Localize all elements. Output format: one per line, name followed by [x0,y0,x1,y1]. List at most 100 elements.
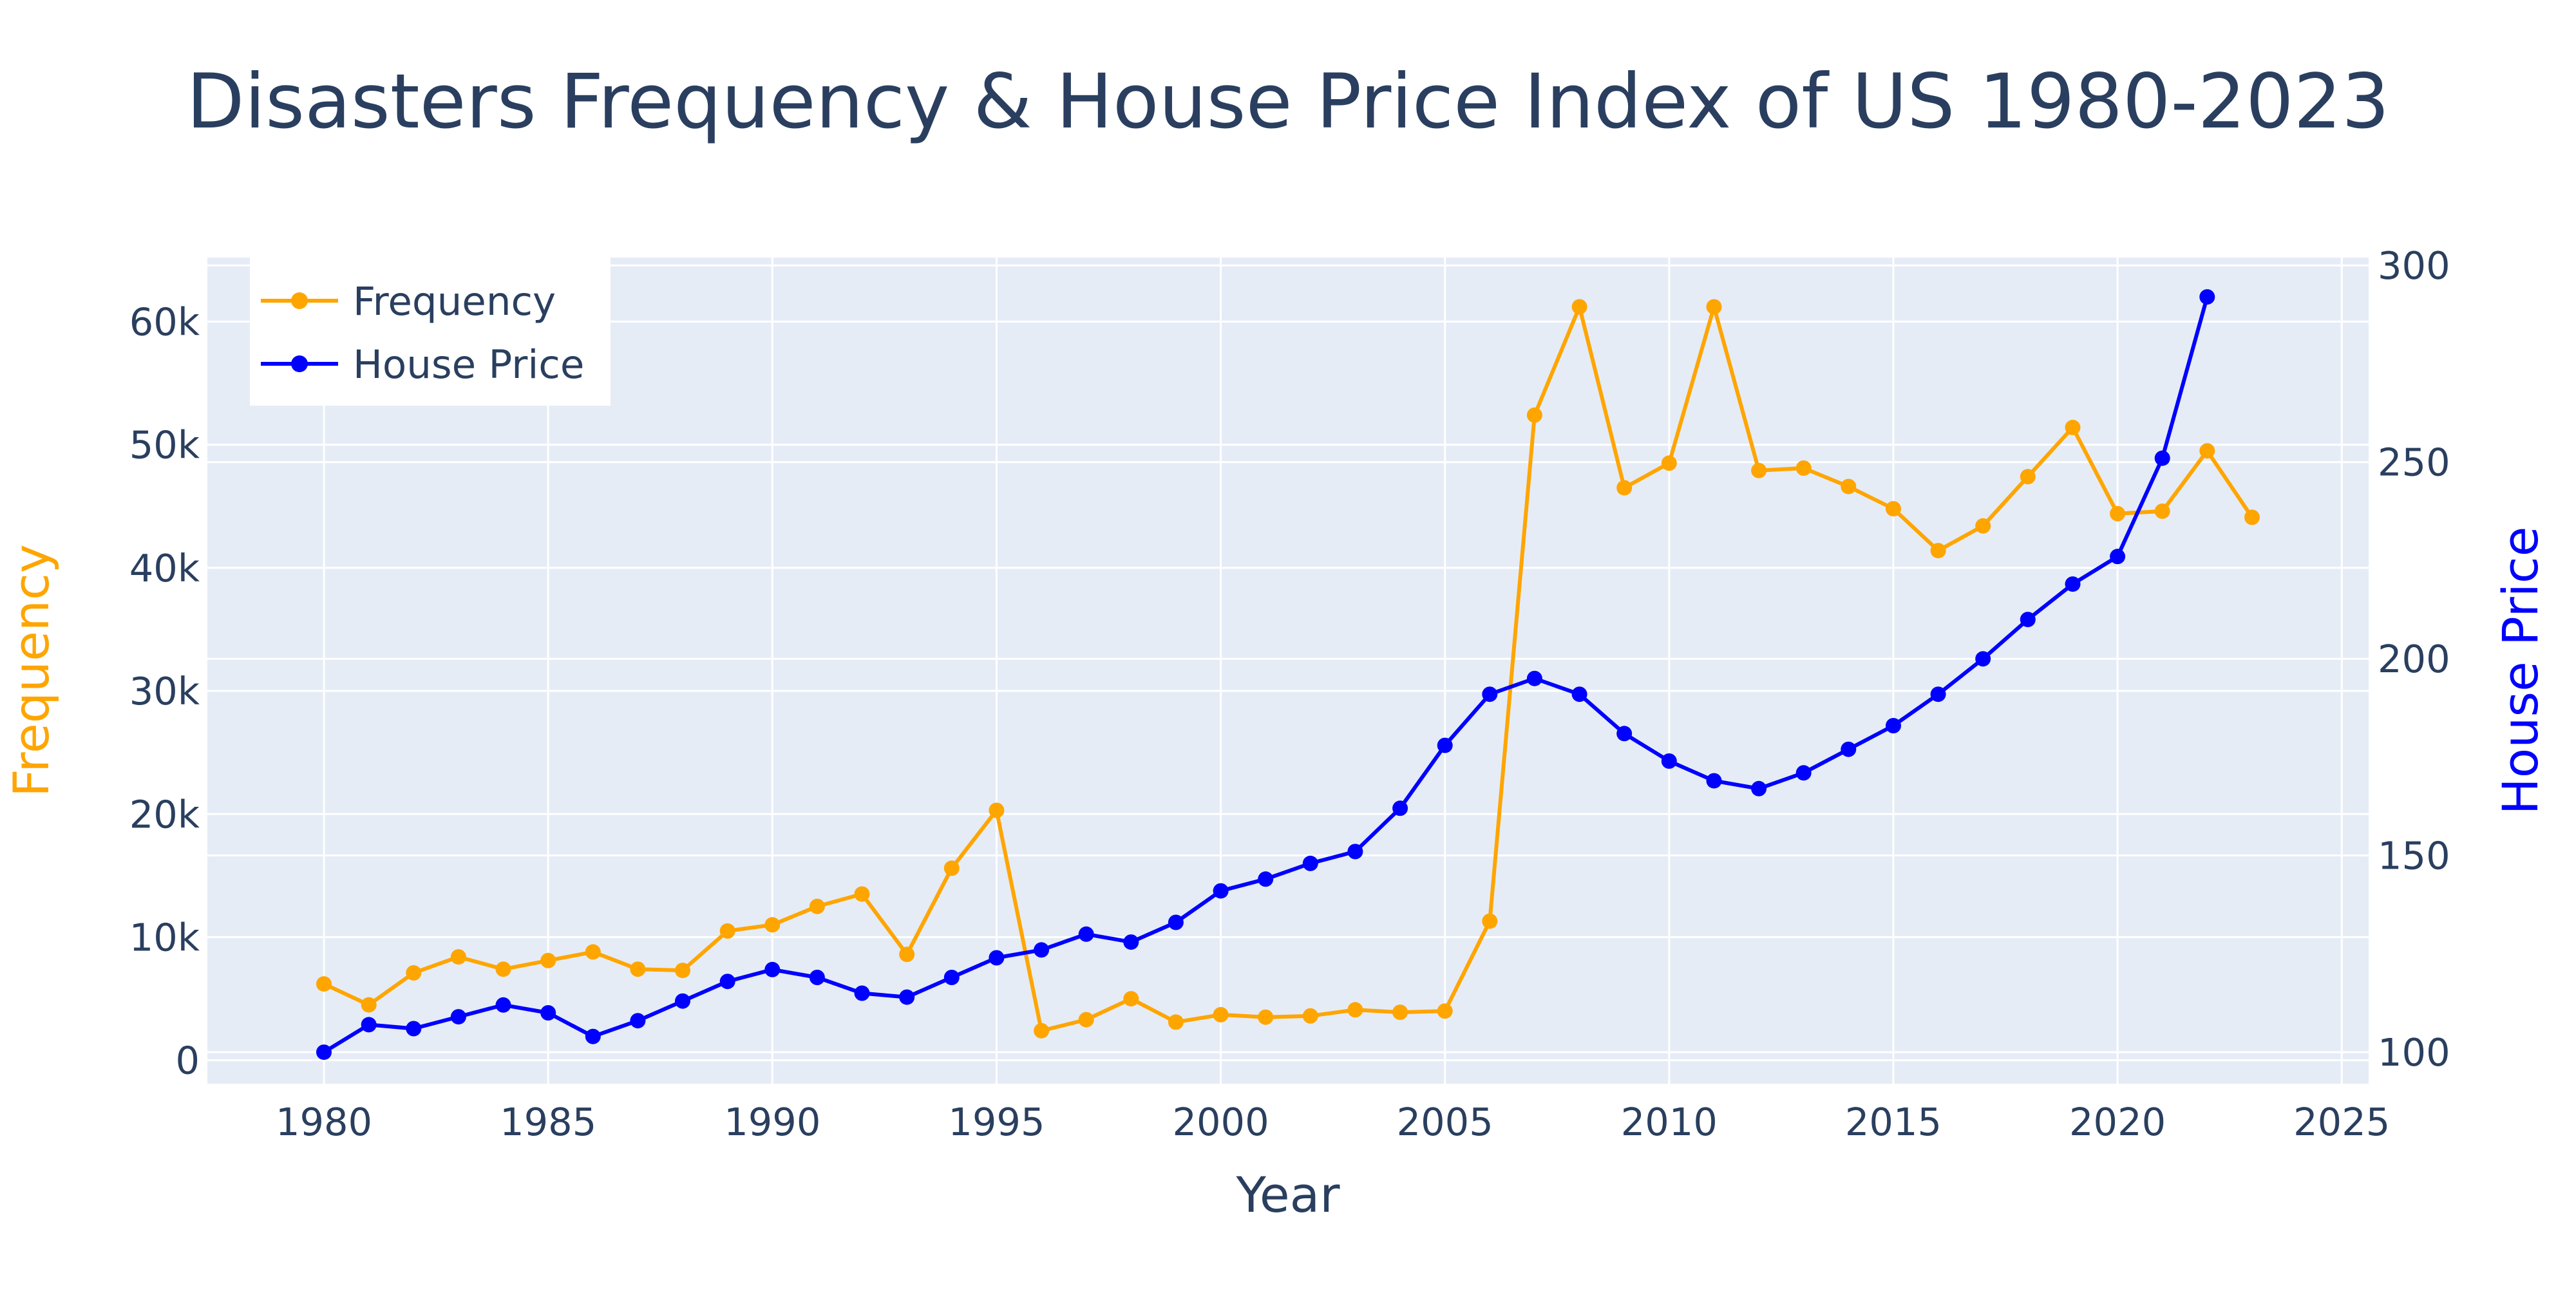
data-point-house-price [2020,612,2036,628]
data-point-frequency [1886,501,1901,517]
data-point-house-price [450,1009,466,1025]
data-point-frequency [2154,503,2170,519]
data-point-house-price [899,989,915,1005]
legend-frequency-label: Frequency [353,279,556,325]
y-tick-label: 60k [129,299,200,344]
data-point-frequency [809,898,825,914]
data-point-frequency [1751,462,1767,478]
data-point-frequency [1213,1006,1229,1022]
data-point-frequency [1706,299,1722,315]
data-point-house-price [1392,800,1408,816]
y-tick-label: 50k [129,423,200,467]
legend-house-price-label: House Price [353,342,584,388]
y2-tick-label: 100 [2378,1030,2450,1075]
x-tick-label: 2015 [1845,1100,1942,1144]
data-point-frequency [406,965,422,981]
data-point-frequency [1168,1014,1184,1030]
data-point-house-price [361,1017,377,1033]
data-point-frequency [1347,1002,1363,1018]
y-tick-label: 0 [175,1039,200,1083]
legend-frequency-marker [291,292,308,309]
legend-item-house-price[interactable]: House Price [261,342,584,388]
data-point-house-price [1616,726,1633,742]
data-point-house-price [1437,737,1453,753]
data-point-house-price [2065,576,2081,592]
x-tick-label: 2010 [1621,1100,1718,1144]
data-point-frequency [764,917,781,933]
data-point-house-price [1706,773,1722,789]
data-point-frequency [450,949,466,965]
data-point-frequency [1302,1008,1318,1024]
data-point-frequency [989,802,1005,818]
x-tick-label: 2000 [1172,1100,1269,1144]
x-tick-label: 1980 [276,1100,372,1144]
data-point-house-price [764,961,781,977]
data-point-frequency [1123,991,1139,1007]
data-point-frequency [719,923,735,939]
legend: Frequency House Price [250,256,611,406]
data-point-house-price [1751,780,1767,796]
data-point-frequency [1661,455,1677,471]
y-tick-label: 20k [129,792,200,836]
y2-tick-label: 150 [2378,834,2450,878]
data-point-house-price [1302,855,1318,871]
data-point-frequency [1258,1009,1274,1025]
legend-item-frequency[interactable]: Frequency [261,279,556,325]
axis-ticks: 1980 1985 1990 1995 2000 2005 2010 2015 2020 2025… [129,243,2450,1144]
data-point-house-price [1078,926,1094,942]
data-point-house-price [495,997,511,1013]
data-point-frequency [854,886,870,902]
x-tick-label: 2025 [2293,1100,2390,1144]
data-point-house-price [1034,942,1050,958]
data-point-house-price [585,1028,601,1044]
data-point-frequency [1392,1004,1408,1021]
y2-tick-label: 250 [2378,440,2450,485]
data-point-frequency [2110,505,2126,522]
data-point-house-price [1526,670,1542,686]
x-tick-label: 1985 [500,1100,596,1144]
data-point-house-price [1168,914,1184,930]
data-point-frequency [495,961,511,977]
data-point-house-price [854,985,870,1001]
data-point-frequency [1571,299,1587,315]
data-point-house-price [1347,843,1363,860]
legend-house-price-marker [291,355,308,372]
data-point-frequency [943,860,960,876]
data-point-frequency [675,963,690,979]
data-point-house-price [2110,549,2126,565]
x-tick-label: 2020 [2069,1100,2166,1144]
grid-lines [207,258,2369,1084]
data-point-house-price [719,974,735,990]
data-point-frequency [585,944,601,960]
y-axis-title: Frequency [3,544,60,797]
y-tick-label: 30k [129,669,200,713]
data-point-frequency [1078,1012,1094,1028]
data-point-frequency [316,976,332,992]
data-point-house-price [1886,718,1901,733]
data-point-frequency [1930,543,1946,559]
data-point-house-price [1930,686,1946,702]
data-point-house-price [1841,741,1857,757]
data-point-house-price [989,950,1005,966]
chart-title: Disasters Frequency & House Price Index … [187,57,2390,146]
x-axis-title: Year [1236,1166,1341,1223]
data-point-house-price [316,1044,332,1060]
x-tick-label: 1995 [948,1100,1045,1144]
data-point-house-price [675,993,690,1009]
data-point-frequency [1437,1003,1453,1019]
data-point-house-price [1975,651,1991,667]
data-point-frequency [361,997,377,1013]
data-point-frequency [899,947,915,963]
data-point-house-price [630,1013,646,1029]
y-tick-label: 40k [129,546,200,590]
data-point-house-price [1213,883,1229,899]
data-point-house-price [1258,871,1274,887]
x-tick-label: 2005 [1397,1100,1493,1144]
data-point-house-price [1571,686,1587,702]
data-point-frequency [1482,913,1498,929]
data-point-house-price [1661,753,1677,769]
y2-tick-label: 300 [2378,243,2450,288]
data-point-frequency [540,952,556,968]
